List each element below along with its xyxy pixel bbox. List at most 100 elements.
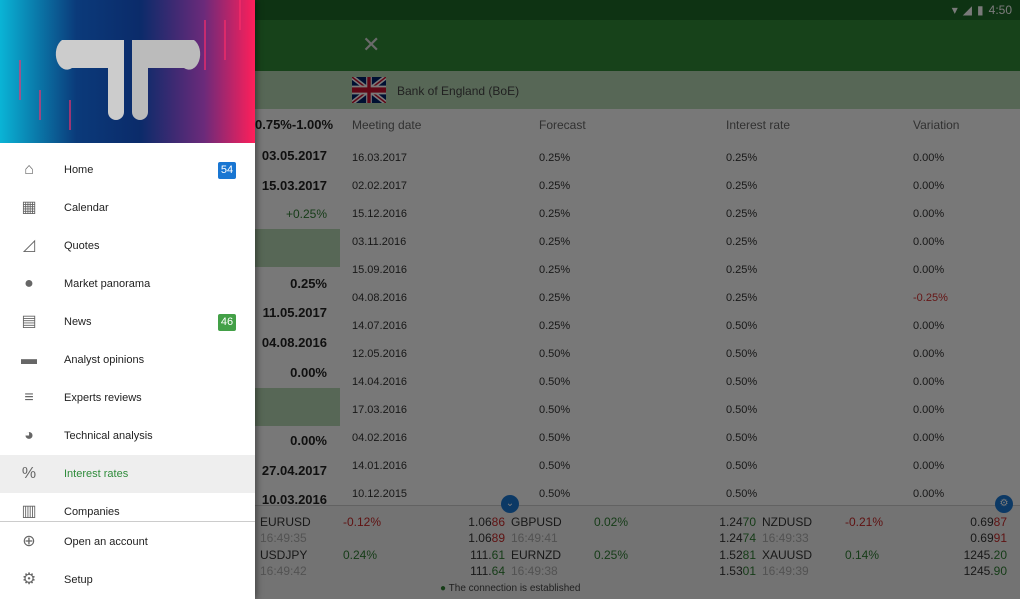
table-cell: 0.25% bbox=[539, 264, 571, 276]
quote-time: 16:49:42 bbox=[260, 564, 307, 578]
table-cell: 0.25% bbox=[726, 264, 758, 276]
table-cell: 0.50% bbox=[726, 460, 758, 472]
table-cell: 0.25% bbox=[726, 292, 758, 304]
quote-time: 16:49:38 bbox=[511, 564, 558, 578]
quote-symbol: EURUSD bbox=[260, 515, 311, 529]
table-cell: 0.50% bbox=[539, 460, 571, 472]
quote-ask: 1.2474 bbox=[719, 531, 756, 545]
quote-change: 0.25% bbox=[594, 548, 629, 562]
drawer-header-logo bbox=[0, 0, 255, 143]
ticker-settings-button[interactable]: ⚙ bbox=[995, 495, 1013, 513]
table-cell: 0.50% bbox=[726, 348, 758, 360]
menu-item-technical-analysis[interactable]: ◕ Technical analysis bbox=[0, 417, 255, 455]
quote-change: 0.24% bbox=[343, 548, 378, 562]
menu-item-setup[interactable]: ⚙ Setup bbox=[0, 561, 255, 599]
gear-icon: ⚙ bbox=[21, 571, 37, 588]
menu-item-label: Companies bbox=[64, 506, 120, 518]
pie-icon: ◕ bbox=[24, 427, 34, 444]
menu-item-analyst-opinions[interactable]: ▬ Analyst opinions bbox=[0, 341, 255, 379]
table-cell: 0.00% bbox=[913, 236, 945, 248]
menu-item-market-panorama[interactable]: ● Market panorama bbox=[0, 265, 255, 303]
uk-flag-icon bbox=[352, 77, 386, 103]
menu-item-label: News bbox=[64, 316, 92, 328]
quotes-ticker: ● The connection is established EURUSD -… bbox=[255, 505, 1020, 599]
table-cell: 0.50% bbox=[539, 432, 571, 444]
table-cell: 16.03.2017 bbox=[352, 152, 408, 164]
table-cell: -0.25% bbox=[913, 292, 948, 304]
table-cell: 0.25% bbox=[726, 180, 758, 192]
menu-item-label: Interest rates bbox=[64, 468, 129, 480]
menu-item-news[interactable]: ▤ News 46 bbox=[0, 303, 255, 341]
quote-bid: 111.61 bbox=[470, 548, 505, 562]
table-cell: 04.08.2016 bbox=[352, 292, 408, 304]
close-icon[interactable]: ✕ bbox=[362, 32, 381, 57]
table-cell: 02.02.2017 bbox=[352, 180, 408, 192]
summary-value: +0.25% bbox=[285, 207, 327, 221]
menu-item-experts-reviews[interactable]: ≡ Experts reviews bbox=[0, 379, 255, 417]
column-header: Forecast bbox=[539, 118, 586, 132]
summary-value: 0.75%-1.00% bbox=[255, 117, 334, 132]
building-icon: ▥ bbox=[21, 503, 37, 520]
menu-item-label: Experts reviews bbox=[64, 392, 142, 404]
table-cell: 04.02.2016 bbox=[352, 432, 408, 444]
connection-status: ● The connection is established bbox=[440, 583, 581, 594]
table-cell: 14.01.2016 bbox=[352, 460, 408, 472]
menu-item-companies[interactable]: ▥ Companies bbox=[0, 493, 255, 531]
menu-item-home[interactable]: ⌂ Home 54 bbox=[0, 151, 255, 189]
highlight-box bbox=[255, 388, 340, 426]
table-cell: 0.25% bbox=[726, 236, 758, 248]
table-cell: 14.04.2016 bbox=[352, 376, 408, 388]
menu-item-label: Home bbox=[64, 164, 94, 176]
quote-time: 16:49:39 bbox=[762, 564, 809, 578]
quote-ask: 1245.90 bbox=[963, 564, 1007, 578]
quote-symbol: GBPUSD bbox=[511, 515, 562, 529]
connected-dot-icon: ● bbox=[440, 583, 447, 594]
menu-item-label: Setup bbox=[64, 574, 93, 586]
quote-ask: 111.64 bbox=[470, 564, 505, 578]
table-cell: 10.12.2015 bbox=[352, 488, 408, 500]
comment-icon: ▬ bbox=[21, 351, 37, 368]
menu-item-label: Technical analysis bbox=[64, 430, 153, 442]
summary-value: 15.03.2017 bbox=[261, 178, 327, 193]
table-cell: 0.00% bbox=[913, 404, 945, 416]
summary-value: 0.25% bbox=[290, 276, 327, 291]
table-cell: 0.00% bbox=[913, 208, 945, 220]
table-cell: 0.25% bbox=[539, 236, 571, 248]
menu-item-label: Open an account bbox=[64, 536, 148, 548]
quote-bid: 1245.20 bbox=[963, 548, 1007, 562]
add-circle-icon: ⊕ bbox=[22, 533, 36, 550]
menu-item-label: Market panorama bbox=[64, 278, 151, 290]
summary-value: 10.03.2016 bbox=[261, 492, 327, 507]
table-cell: 0.50% bbox=[726, 404, 758, 416]
quote-symbol: USDJPY bbox=[260, 548, 308, 562]
table-cell: 0.50% bbox=[726, 488, 758, 500]
quote-symbol: EURNZD bbox=[511, 548, 561, 562]
expand-ticker-button[interactable]: ⌄ bbox=[501, 495, 519, 513]
menu-item-interest-rates[interactable]: % Interest rates bbox=[0, 455, 255, 493]
quote-change: -0.21% bbox=[845, 515, 884, 529]
menu-item-quotes[interactable]: ◿ Quotes bbox=[0, 227, 255, 265]
drawer-divider bbox=[0, 521, 255, 522]
menu-item-open-an-account[interactable]: ⊕ Open an account bbox=[0, 523, 255, 561]
menu-item-calendar[interactable]: ▦ Calendar bbox=[0, 189, 255, 227]
clock: 4:50 bbox=[988, 3, 1012, 17]
quote-bid: 1.0686 bbox=[468, 515, 505, 529]
table-cell: 15.09.2016 bbox=[352, 264, 408, 276]
summary-value: 11.05.2017 bbox=[262, 305, 327, 320]
table-cell: 15.12.2016 bbox=[352, 208, 408, 220]
quote-symbol: NZDUSD bbox=[762, 515, 812, 529]
count-badge: 54 bbox=[218, 161, 236, 179]
table-cell: 0.00% bbox=[913, 488, 945, 500]
table-cell: 0.00% bbox=[913, 348, 945, 360]
bank-name: Bank of England (BoE) bbox=[397, 84, 520, 98]
navigation-drawer: ⌂ Home 54 ▦ Calendar ◿ Quotes ● Market p… bbox=[0, 0, 255, 599]
table-cell: 0.25% bbox=[539, 292, 571, 304]
count-badge: 46 bbox=[218, 313, 236, 331]
battery-icon: ▮ bbox=[977, 3, 984, 17]
table-cell: 0.00% bbox=[913, 432, 945, 444]
menu-item-label: Calendar bbox=[64, 202, 109, 214]
summary-value: 27.04.2017 bbox=[261, 463, 327, 478]
chart-icon: ◿ bbox=[22, 237, 36, 254]
bubbles-icon: ● bbox=[24, 275, 34, 292]
quote-change: 0.02% bbox=[594, 515, 629, 529]
